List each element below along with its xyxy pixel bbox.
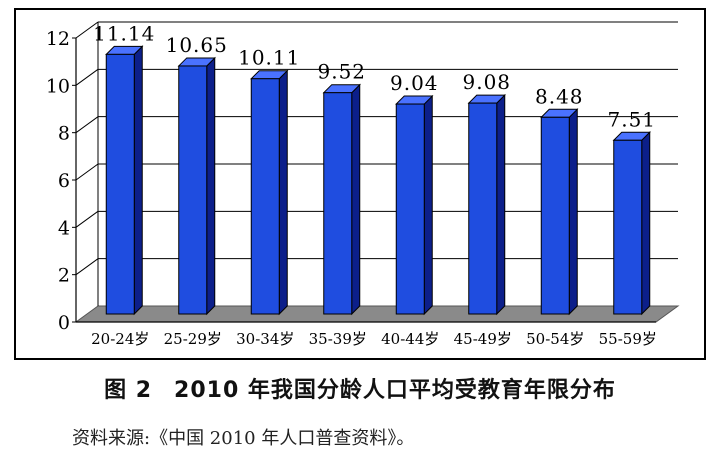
data-label: 9.08 — [462, 70, 511, 94]
x-tick-label: 40-44岁 — [381, 330, 439, 348]
gridline-depth — [75, 258, 99, 276]
gridline-depth — [75, 210, 99, 228]
bar-side — [496, 93, 506, 316]
bar — [250, 78, 280, 315]
y-tick-label: 10 — [46, 75, 70, 97]
data-label: 7.51 — [607, 107, 656, 131]
bar — [468, 102, 498, 315]
x-tick-label: 55-59岁 — [599, 330, 657, 348]
x-tick-label: 30-34岁 — [236, 330, 294, 348]
chart-floor — [74, 305, 680, 323]
bar-side — [423, 94, 433, 316]
chart: 0 2 4 6 8 10 12 11.14 10.65 10.11 9.52 9.04 9.08 8.4… — [46, 21, 680, 348]
data-label: 9.52 — [317, 60, 366, 84]
data-label: 10.65 — [166, 33, 228, 57]
y-tick-label: 4 — [58, 217, 70, 239]
x-tick-label: 20-24岁 — [91, 330, 149, 348]
bar — [323, 92, 353, 315]
gridline-depth — [75, 68, 99, 86]
data-label: 9.04 — [390, 71, 439, 95]
y-tick-label: 12 — [46, 28, 70, 50]
bar-side — [641, 131, 651, 316]
gridline-depth — [75, 163, 99, 181]
bar — [105, 53, 135, 315]
bar — [395, 103, 425, 315]
y-tick-label: 2 — [58, 265, 70, 287]
data-label: 8.48 — [535, 84, 584, 108]
x-tick-label: 50-54岁 — [526, 330, 584, 348]
bar-side — [133, 45, 143, 316]
y-tick-label: 6 — [58, 170, 70, 192]
x-tick-label: 25-29岁 — [164, 330, 222, 348]
figure-title: 2010 年我国分龄人口平均受教育年限分布 — [174, 378, 616, 403]
bar — [178, 65, 208, 315]
gridline-depth — [75, 116, 99, 134]
bar-side — [351, 83, 361, 316]
x-tick-label: 35-39岁 — [309, 330, 367, 348]
figure-caption: 图 2 2010 年我国分龄人口平均受教育年限分布 — [0, 372, 720, 404]
bar-side — [278, 69, 288, 316]
y-tick-label: 0 — [58, 312, 70, 334]
figure-number: 图 2 — [104, 378, 153, 403]
data-label: 10.11 — [238, 46, 300, 70]
y-tick-label: 8 — [58, 123, 70, 145]
gridline-depth — [75, 21, 99, 39]
x-tick-label: 45-49岁 — [454, 330, 512, 348]
bar-side — [206, 56, 216, 316]
bar — [613, 139, 643, 315]
source-note: 资料来源:《中国 2010 年人口普查资料》。 — [72, 428, 415, 449]
data-label: 11.14 — [93, 21, 155, 45]
bar — [540, 116, 570, 315]
bar-side — [568, 108, 578, 316]
